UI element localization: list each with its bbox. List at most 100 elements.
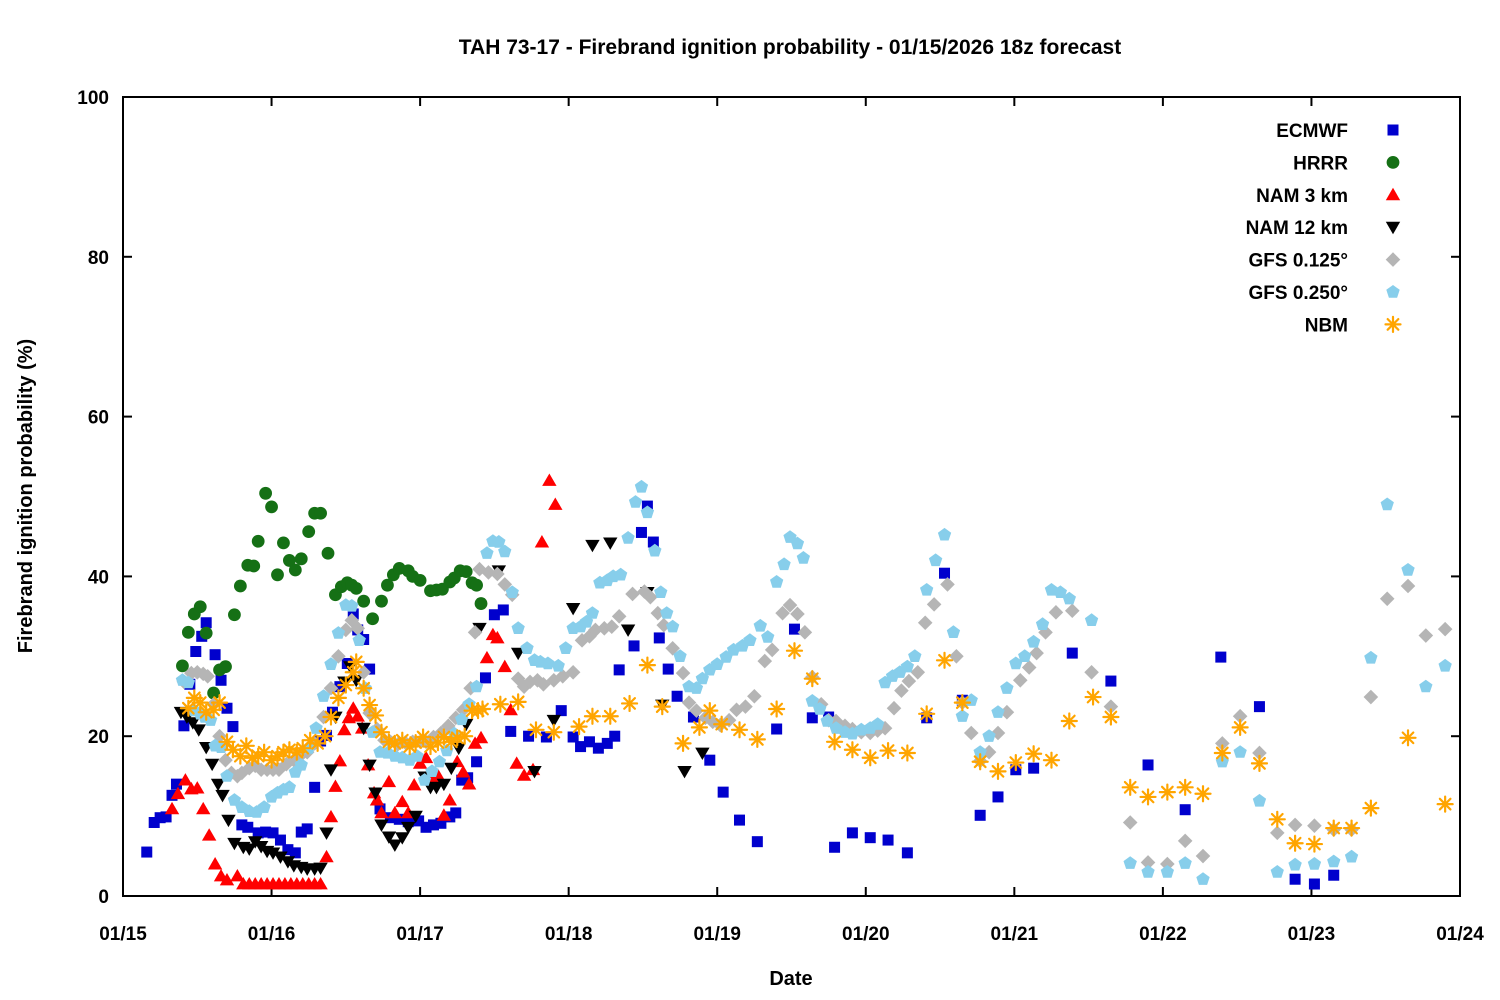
data-point (955, 709, 969, 722)
data-point (277, 536, 290, 550)
data-point (565, 602, 581, 616)
data-point (218, 752, 233, 768)
data-point (788, 623, 800, 635)
data-point (1029, 645, 1044, 661)
data-point (265, 847, 281, 860)
data-point (237, 737, 255, 755)
data-point (797, 625, 813, 640)
legend-item-nam-12-km: NAM 12 km (1246, 218, 1401, 239)
data-point (381, 774, 397, 788)
data-point (1025, 745, 1043, 763)
data-point (687, 711, 699, 723)
data-point (219, 873, 235, 886)
data-point (441, 718, 456, 734)
data-point (301, 823, 313, 835)
data-point (1121, 778, 1139, 796)
data-point (917, 615, 933, 631)
data-point (999, 704, 1015, 720)
data-point (200, 617, 212, 629)
data-point (352, 633, 366, 646)
data-point (650, 605, 666, 621)
data-point (805, 694, 819, 707)
data-point (1342, 819, 1361, 837)
data-point (242, 821, 254, 833)
data-point (785, 642, 804, 660)
data-point (713, 715, 731, 733)
data-point (620, 694, 639, 713)
data-point (940, 577, 955, 592)
data-point (200, 668, 215, 684)
data-point (935, 651, 954, 669)
data-point (313, 862, 328, 876)
data-point (1007, 753, 1025, 772)
data-point (323, 680, 339, 696)
data-point (1305, 835, 1324, 853)
data-point (1308, 878, 1320, 890)
data-point (601, 707, 619, 725)
data-point (257, 800, 271, 813)
data-point (1399, 729, 1417, 747)
data-point (461, 777, 477, 790)
data-point (1307, 857, 1322, 870)
data-point (267, 827, 279, 839)
data-point (583, 707, 602, 725)
data-point (364, 663, 376, 675)
data-point (455, 712, 469, 726)
data-point (181, 625, 195, 639)
data-point (289, 847, 301, 859)
data-point (662, 663, 674, 675)
data-point (228, 608, 241, 622)
data-point (1196, 872, 1210, 885)
data-point (613, 664, 625, 676)
data-point (751, 836, 763, 848)
data-point (1062, 591, 1076, 605)
data-point (1048, 605, 1064, 620)
data-point (803, 670, 821, 688)
data-point (368, 787, 383, 800)
data-point (1053, 585, 1067, 598)
data-point (408, 810, 423, 824)
data-point (1380, 497, 1394, 511)
data-point (459, 565, 473, 579)
data-point (288, 563, 302, 577)
data-point (946, 625, 961, 638)
data-point (444, 811, 456, 823)
data-point (1437, 621, 1453, 637)
data-point (345, 599, 359, 612)
data-point (455, 765, 471, 778)
data-point (846, 827, 858, 839)
data-point (843, 741, 862, 759)
data-point (1215, 651, 1227, 663)
data-point (505, 725, 517, 737)
data-point (666, 619, 680, 633)
data-point (628, 640, 640, 652)
data-point (974, 809, 986, 821)
y-tick-label: 0 (98, 887, 109, 908)
data-point (611, 609, 627, 624)
data-point (1252, 745, 1267, 761)
data-point (730, 721, 749, 739)
data-point (456, 727, 474, 745)
data-point (347, 653, 365, 671)
data-point (1287, 817, 1303, 833)
data-point (937, 527, 952, 541)
data-point (328, 779, 343, 792)
data-point (1436, 795, 1454, 813)
y-tick-label: 80 (88, 248, 109, 269)
data-point (199, 626, 213, 640)
data-point (768, 700, 786, 718)
data-point (660, 606, 674, 619)
data-point (190, 781, 205, 794)
legend-marker-triangle-up-icon (1385, 187, 1401, 201)
data-point (790, 606, 805, 622)
data-point (1158, 783, 1176, 801)
y-axis-label: Firebrand ignition probability (%) (15, 339, 37, 653)
data-point (820, 714, 834, 727)
data-point (761, 630, 775, 643)
data-point (747, 688, 762, 704)
data-point (918, 705, 936, 723)
data-point (332, 753, 348, 767)
data-point (1042, 751, 1061, 769)
data-point (260, 826, 272, 838)
data-point (395, 794, 410, 808)
